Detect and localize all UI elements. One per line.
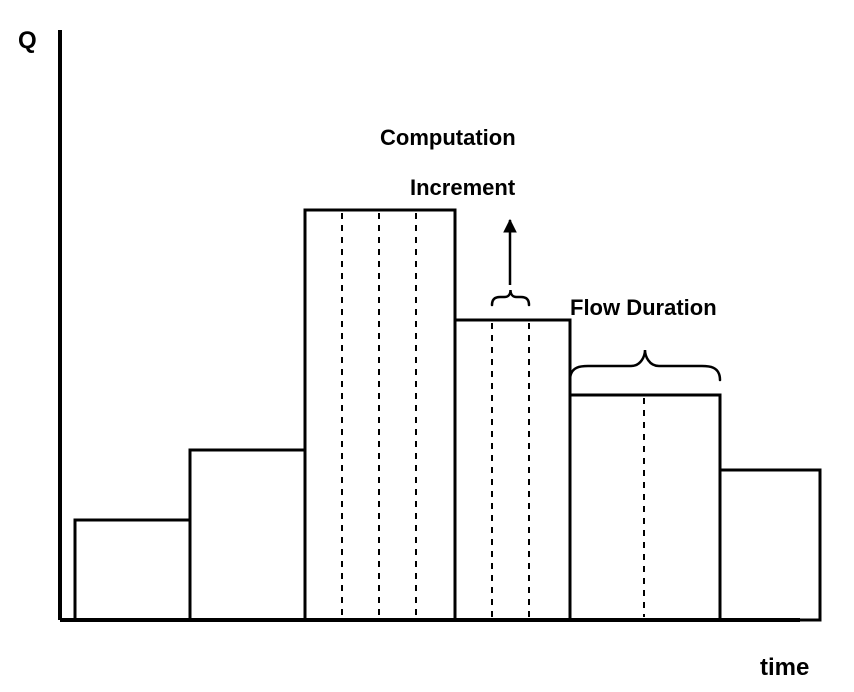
y-axis-label: Q <box>18 27 37 54</box>
flow-duration-brace <box>570 350 720 380</box>
bar-0 <box>75 520 190 620</box>
increment-brace <box>492 290 529 305</box>
bar-5 <box>720 470 820 620</box>
computation-label: Computation <box>380 125 516 150</box>
flow-duration-label: Flow Duration <box>570 295 717 320</box>
x-axis-label: time <box>760 654 809 681</box>
bar-3 <box>455 320 570 620</box>
bar-2 <box>305 210 455 620</box>
bar-1 <box>190 450 305 620</box>
increment-arrow-head <box>504 220 516 232</box>
increment-label: Increment <box>410 175 516 200</box>
bars-group <box>75 210 820 620</box>
